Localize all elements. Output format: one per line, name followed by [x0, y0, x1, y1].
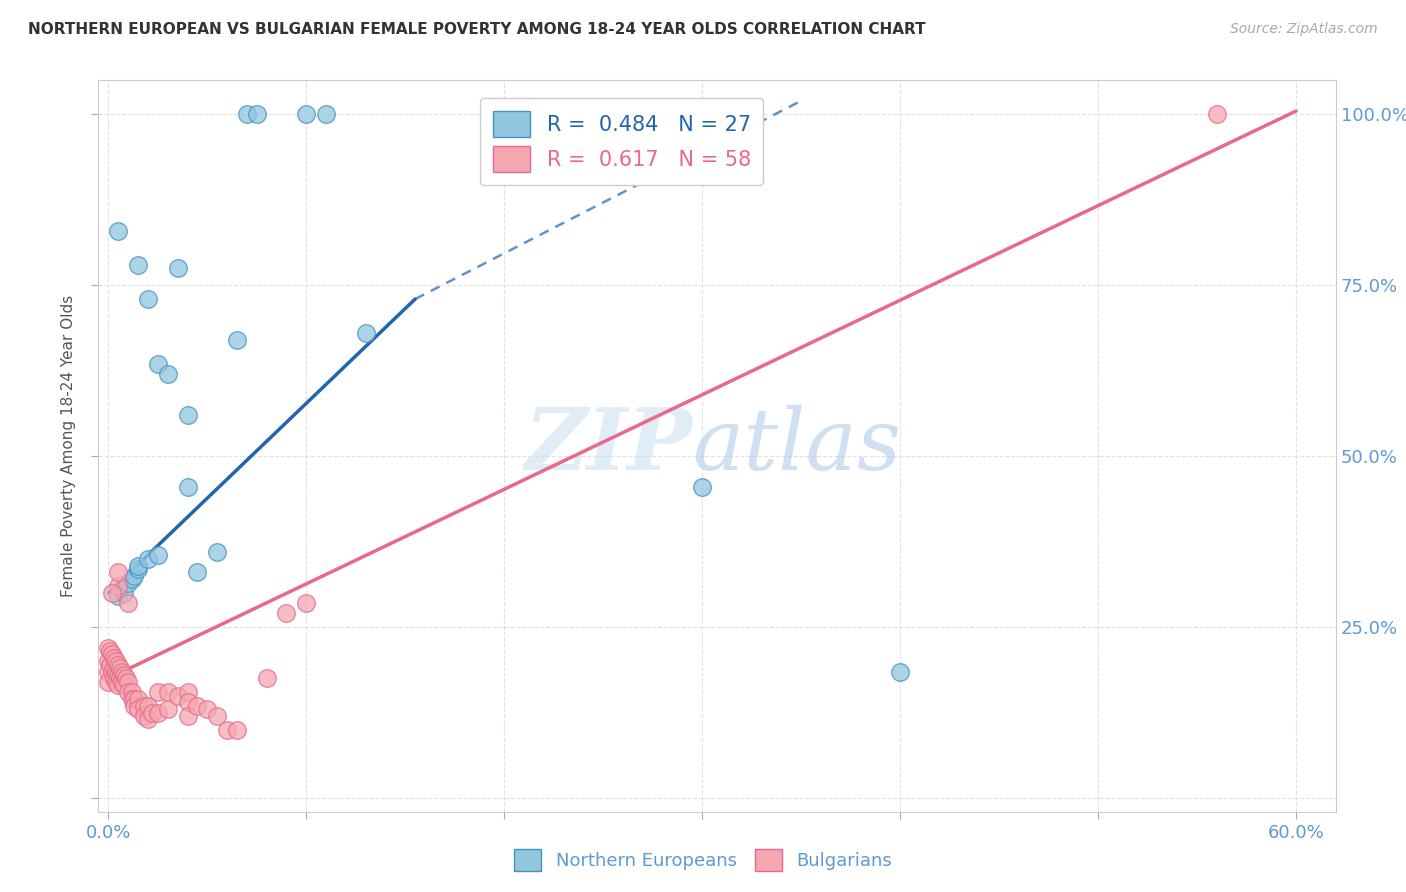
Point	[226, 333, 249, 347]
Point	[105, 665, 128, 679]
Point	[186, 698, 208, 713]
Point	[146, 357, 169, 371]
Point	[98, 657, 121, 672]
Point	[176, 709, 198, 723]
Point	[98, 644, 121, 658]
Point	[107, 657, 129, 672]
Point	[112, 586, 135, 600]
Point	[136, 551, 159, 566]
Point	[156, 368, 179, 382]
Point	[107, 579, 129, 593]
Point	[122, 698, 145, 713]
Point	[107, 678, 129, 692]
Point	[276, 607, 298, 621]
Text: Source: ZipAtlas.com: Source: ZipAtlas.com	[1230, 22, 1378, 37]
Point	[105, 674, 128, 689]
Point	[256, 672, 278, 686]
Point	[176, 409, 198, 423]
Point	[889, 665, 911, 679]
Point	[101, 586, 124, 600]
Point	[117, 674, 139, 689]
Legend: R =  0.484   N = 27, R =  0.617   N = 58: R = 0.484 N = 27, R = 0.617 N = 58	[479, 98, 763, 185]
Point	[127, 258, 149, 272]
Point	[107, 668, 129, 682]
Text: ZIP: ZIP	[524, 404, 692, 488]
Point	[141, 706, 163, 720]
Point	[205, 545, 228, 559]
Point	[97, 654, 120, 668]
Point	[136, 292, 159, 306]
Point	[136, 713, 159, 727]
Point	[117, 596, 139, 610]
Point	[107, 590, 129, 604]
Point	[112, 678, 135, 692]
Point	[176, 695, 198, 709]
Point	[226, 723, 249, 737]
Point	[127, 692, 149, 706]
Point	[117, 575, 139, 590]
Point	[112, 668, 135, 682]
Point	[103, 661, 125, 675]
Point	[111, 674, 134, 689]
Point	[108, 672, 131, 686]
Point	[107, 566, 129, 580]
Point	[217, 723, 239, 737]
Point	[176, 480, 198, 494]
Legend: Northern Europeans, Bulgarians: Northern Europeans, Bulgarians	[506, 842, 900, 879]
Point	[97, 674, 120, 689]
Point	[236, 107, 259, 121]
Point	[108, 661, 131, 675]
Point	[166, 689, 188, 703]
Point	[97, 665, 120, 679]
Point	[136, 698, 159, 713]
Point	[156, 685, 179, 699]
Point	[122, 569, 145, 583]
Point	[121, 692, 143, 706]
Y-axis label: Female Poverty Among 18-24 Year Olds: Female Poverty Among 18-24 Year Olds	[60, 295, 76, 597]
Point	[186, 566, 208, 580]
Point	[1206, 107, 1229, 121]
Point	[354, 326, 377, 341]
Point	[103, 672, 125, 686]
Point	[132, 709, 155, 723]
Point	[315, 107, 337, 121]
Point	[117, 685, 139, 699]
Point	[295, 596, 318, 610]
Point	[127, 702, 149, 716]
Point	[132, 698, 155, 713]
Point	[146, 706, 169, 720]
Point	[156, 702, 179, 716]
Point	[122, 692, 145, 706]
Point	[127, 562, 149, 576]
Point	[127, 558, 149, 573]
Point	[146, 549, 169, 563]
Point	[105, 654, 128, 668]
Point	[146, 685, 169, 699]
Point	[195, 702, 218, 716]
Point	[115, 672, 138, 686]
Point	[205, 709, 228, 723]
Point	[111, 665, 134, 679]
Point	[176, 685, 198, 699]
Point	[97, 640, 120, 655]
Point	[690, 480, 713, 494]
Point	[103, 651, 125, 665]
Point	[246, 107, 269, 121]
Point	[101, 648, 124, 662]
Point	[107, 224, 129, 238]
Point	[121, 685, 143, 699]
Text: atlas: atlas	[692, 405, 901, 487]
Point	[295, 107, 318, 121]
Point	[166, 261, 188, 276]
Point	[101, 665, 124, 679]
Point	[121, 572, 143, 586]
Text: NORTHERN EUROPEAN VS BULGARIAN FEMALE POVERTY AMONG 18-24 YEAR OLDS CORRELATION : NORTHERN EUROPEAN VS BULGARIAN FEMALE PO…	[28, 22, 925, 37]
